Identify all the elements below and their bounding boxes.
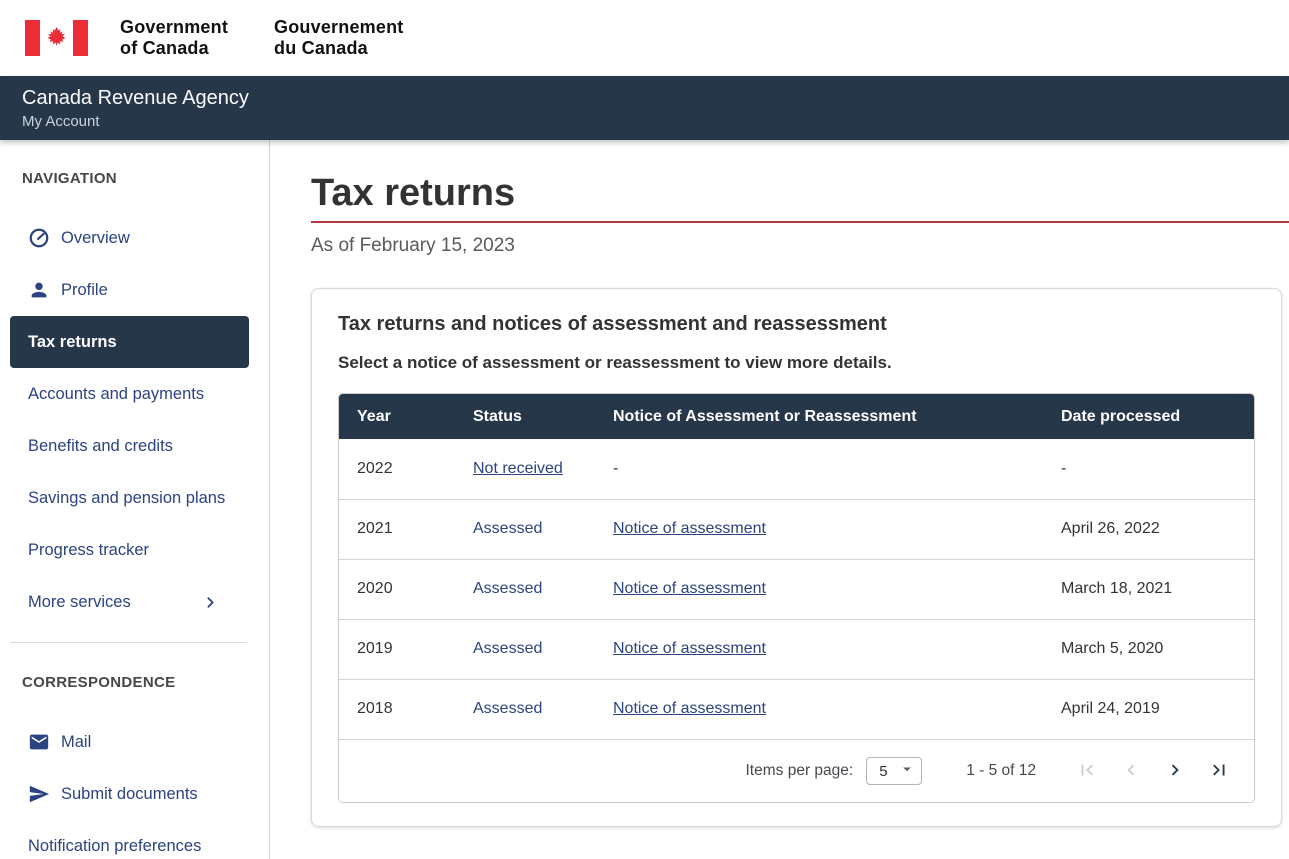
table-header-row: Year Status Notice of Assessment or Reas… <box>339 394 1254 439</box>
notice-of-assessment-link[interactable]: Notice of assessment <box>613 700 766 718</box>
first-page-button[interactable] <box>1076 760 1098 782</box>
status-text: Assessed <box>473 700 543 718</box>
page-title: Tax returns <box>311 172 1289 223</box>
notice-of-assessment-link[interactable]: Notice of assessment <box>613 580 766 597</box>
status-link[interactable]: Not received <box>473 459 563 477</box>
dropdown-arrow-icon <box>898 760 916 782</box>
wordmark-english: Government of Canada <box>120 17 228 59</box>
pagination-range-text: 1 - 5 of 12 <box>966 762 1036 779</box>
sidebar-item-notification-preferences[interactable]: Notification preferences <box>0 820 269 859</box>
column-header-status: Status <box>473 407 522 425</box>
chevron-left-icon <box>1120 759 1142 784</box>
chevron-right-icon <box>1164 759 1186 784</box>
next-page-button[interactable] <box>1164 760 1186 782</box>
banner-title: Canada Revenue Agency <box>22 86 249 109</box>
sidebar-item-accounts-and-payments[interactable]: Accounts and payments <box>0 368 269 420</box>
sidebar-item-submit-documents[interactable]: Submit documents <box>0 768 269 820</box>
column-header-notice: Notice of Assessment or Reassessment <box>613 407 917 425</box>
tax-returns-card: Tax returns and notices of assessment an… <box>311 288 1282 827</box>
table-row: 2021 Assessed Notice of assessment April… <box>339 498 1254 559</box>
wordmark-fr-line1: Gouvernement <box>274 17 404 37</box>
sidebar-item-savings-and-pension-plans[interactable]: Savings and pension plans <box>0 472 269 524</box>
wordmark-en-line1: Government <box>120 17 229 37</box>
tax-returns-table: Year Status Notice of Assessment or Reas… <box>339 394 1254 739</box>
navigation-heading: NAVIGATION <box>22 170 117 187</box>
mail-icon <box>28 731 50 753</box>
sidebar-item-benefits-and-credits[interactable]: Benefits and credits <box>0 420 269 472</box>
last-page-button[interactable] <box>1208 760 1230 782</box>
sidebar-item-label: Accounts and payments <box>28 384 205 403</box>
wordmark-en-line2: of Canada <box>120 38 209 58</box>
column-header-year: Year <box>357 407 391 425</box>
sidebar-item-label: Submit documents <box>61 784 198 803</box>
as-of-date: As of February 15, 2023 <box>311 235 515 256</box>
year-cell: 2018 <box>339 678 455 739</box>
sidebar: NAVIGATION Overview Profile Tax returns <box>0 140 270 859</box>
sidebar-item-label: Progress tracker <box>28 540 150 559</box>
items-per-page-select[interactable]: 5 <box>866 757 923 785</box>
sidebar-divider <box>10 642 247 643</box>
main-content: Tax returns As of February 15, 2023 Tax … <box>270 140 1289 859</box>
notice-cell: - <box>595 439 1043 499</box>
status-text: Assessed <box>473 520 543 537</box>
sidebar-item-label: More services <box>28 592 131 611</box>
date-cell: April 26, 2022 <box>1043 498 1254 559</box>
column-header-date-processed: Date processed <box>1061 407 1181 425</box>
banner-subtitle: My Account <box>22 112 100 130</box>
year-cell: 2021 <box>339 498 455 559</box>
government-of-canada-header: Government of Canada Gouvernement du Can… <box>0 0 1289 76</box>
year-cell: 2019 <box>339 618 455 679</box>
pagination-bar: Items per page: 5 1 - 5 of 12 <box>339 739 1254 802</box>
sidebar-item-mail[interactable]: Mail <box>0 716 269 768</box>
wordmark-french: Gouvernement du Canada <box>274 17 403 59</box>
sidebar-item-profile[interactable]: Profile <box>0 264 269 316</box>
fip-signature[interactable]: Government of Canada Gouvernement du Can… <box>25 17 403 59</box>
sidebar-item-overview[interactable]: Overview <box>0 212 269 264</box>
sidebar-item-progress-tracker[interactable]: Progress tracker <box>0 524 269 576</box>
sidebar-item-label: Overview <box>61 228 130 247</box>
year-cell: 2020 <box>339 558 455 619</box>
card-subheading: Select a notice of assessment or reasses… <box>338 353 892 372</box>
status-text: Assessed <box>473 580 543 597</box>
sidebar-item-label: Tax returns <box>28 332 117 351</box>
sidebar-item-label: Benefits and credits <box>28 436 173 455</box>
items-per-page-value: 5 <box>879 762 888 780</box>
previous-page-button[interactable] <box>1120 760 1142 782</box>
send-icon <box>28 783 50 805</box>
dashboard-icon <box>28 227 50 249</box>
card-heading: Tax returns and notices of assessment an… <box>338 313 887 335</box>
tax-returns-table-container: Year Status Notice of Assessment or Reas… <box>338 393 1255 803</box>
person-icon <box>28 279 50 301</box>
last-page-icon <box>1208 759 1230 784</box>
sidebar-item-label: Notification preferences <box>28 836 202 855</box>
wordmark-fr-line2: du Canada <box>274 38 368 58</box>
date-cell: April 24, 2019 <box>1043 678 1254 739</box>
correspondence-heading: CORRESPONDENCE <box>22 674 176 691</box>
sidebar-item-label: Savings and pension plans <box>28 488 226 507</box>
year-cell: 2022 <box>339 439 455 499</box>
sidebar-item-label: Profile <box>61 280 108 299</box>
cra-app-banner: Canada Revenue Agency My Account <box>0 76 1289 140</box>
status-text: Assessed <box>473 640 543 657</box>
table-row: 2020 Assessed Notice of assessment March… <box>339 558 1254 619</box>
canada-flag-icon <box>25 20 88 56</box>
table-row: 2019 Assessed Notice of assessment March… <box>339 618 1254 679</box>
date-cell: March 5, 2020 <box>1043 618 1254 679</box>
notice-of-assessment-link[interactable]: Notice of assessment <box>613 640 766 657</box>
notice-of-assessment-link[interactable]: Notice of assessment <box>613 520 766 537</box>
chevron-right-icon <box>202 594 219 611</box>
table-row: 2022 Not received - - <box>339 439 1254 499</box>
table-row: 2018 Assessed Notice of assessment April… <box>339 678 1254 739</box>
items-per-page-label: Items per page: <box>745 762 854 779</box>
sidebar-item-more-services[interactable]: More services <box>0 576 269 628</box>
date-cell: March 18, 2021 <box>1043 558 1254 619</box>
sidebar-item-label: Mail <box>61 732 92 751</box>
sidebar-item-tax-returns[interactable]: Tax returns <box>10 316 249 368</box>
date-cell: - <box>1043 439 1254 499</box>
first-page-icon <box>1076 759 1098 784</box>
